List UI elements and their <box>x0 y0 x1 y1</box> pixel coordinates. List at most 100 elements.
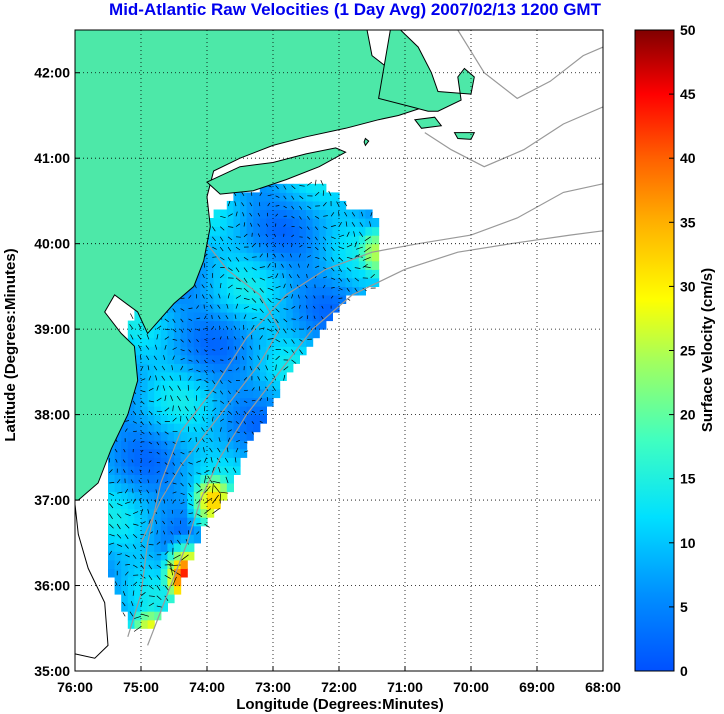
velocity-arrow <box>299 244 303 248</box>
velocity-cell <box>180 559 188 569</box>
velocity-arrow <box>283 318 288 323</box>
velocity-arrow <box>274 233 276 237</box>
velocity-arrow <box>211 325 215 330</box>
velocity-arrow <box>180 451 185 455</box>
velocity-cell <box>233 209 241 219</box>
velocity-cell <box>279 303 287 313</box>
velocity-cell <box>279 260 287 270</box>
cape-cod <box>378 30 475 112</box>
velocity-arrow <box>259 192 263 196</box>
velocity-cell <box>187 465 195 475</box>
velocity-cell <box>154 440 162 450</box>
velocity-cell <box>259 363 267 373</box>
velocity-cell <box>240 448 248 458</box>
velocity-cell <box>273 192 281 202</box>
velocity-cell <box>147 363 155 373</box>
velocity-arrow <box>243 421 246 425</box>
velocity-cell <box>193 465 201 475</box>
velocity-arrow <box>361 211 364 217</box>
velocity-cell <box>200 483 208 493</box>
velocity-arrow <box>243 441 248 444</box>
velocity-cell <box>127 508 135 518</box>
velocity-cell <box>233 218 241 228</box>
velocity-cell <box>134 508 142 518</box>
velocity-arrow <box>243 377 248 381</box>
x-tick-label: 76:00 <box>57 679 93 695</box>
velocity-cell <box>200 406 208 416</box>
velocity-cell <box>154 508 162 518</box>
velocity-arrow <box>363 266 371 268</box>
velocity-arrow <box>188 462 193 465</box>
velocity-cell <box>141 602 149 612</box>
velocity-arrow <box>219 427 222 432</box>
velocity-cell <box>193 363 201 373</box>
velocity-arrow <box>235 400 239 405</box>
velocity-cell <box>187 363 195 373</box>
velocity-cell <box>200 440 208 450</box>
velocity-arrow <box>202 273 205 279</box>
velocity-arrow <box>154 344 158 350</box>
velocity-cell <box>174 329 182 339</box>
velocity-cell <box>174 320 182 330</box>
velocity-cell <box>246 423 254 433</box>
velocity-arrow <box>188 482 192 488</box>
velocity-cell <box>319 320 327 330</box>
velocity-cell <box>213 286 221 296</box>
velocity-cell <box>253 312 261 322</box>
velocity-cell <box>253 380 261 390</box>
velocity-cell <box>127 448 135 458</box>
velocity-arrow <box>243 306 249 309</box>
velocity-arrow <box>203 447 205 453</box>
velocity-arrow <box>274 263 276 268</box>
velocity-cell <box>286 183 294 193</box>
velocity-cell <box>167 320 175 330</box>
velocity-cell <box>325 312 333 322</box>
velocity-arrow <box>307 226 310 230</box>
velocity-arrow <box>267 263 271 268</box>
velocity-cell <box>226 406 234 416</box>
velocity-arrow <box>235 267 240 273</box>
velocity-arrow <box>122 601 126 607</box>
velocity-arrow <box>131 459 134 463</box>
velocity-arrow <box>125 554 130 558</box>
velocity-arrow <box>162 385 166 391</box>
velocity-cell <box>141 577 149 587</box>
velocity-cell <box>207 260 215 270</box>
velocity-cell <box>207 269 215 279</box>
velocity-arrow <box>188 492 192 498</box>
velocity-cell <box>292 192 300 202</box>
velocity-arrow <box>153 365 158 371</box>
velocity-arrow <box>314 191 320 197</box>
velocity-cell <box>200 260 208 270</box>
colorbar-tick-label: 20 <box>680 407 696 423</box>
velocity-cell <box>187 474 195 484</box>
velocity-cell <box>141 551 149 561</box>
velocity-cell <box>233 269 241 279</box>
velocity-arrow <box>146 489 150 494</box>
velocity-cell <box>319 286 327 296</box>
velocity-arrow <box>140 431 145 434</box>
velocity-cell <box>339 209 347 219</box>
velocity-cell <box>147 457 155 467</box>
velocity-cell <box>339 200 347 210</box>
velocity-cell <box>226 312 234 322</box>
velocity-arrow <box>123 469 126 473</box>
velocity-arrow <box>204 339 208 341</box>
velocity-cell <box>108 508 116 518</box>
velocity-cell <box>226 457 234 467</box>
velocity-cell <box>292 252 300 262</box>
velocity-arrow <box>161 375 166 381</box>
velocity-cell <box>200 363 208 373</box>
velocity-cell <box>365 226 373 236</box>
velocity-arrow <box>235 411 239 415</box>
velocity-cell <box>306 192 314 202</box>
velocity-cell <box>121 577 129 587</box>
velocity-arrow <box>346 287 350 292</box>
velocity-arrow <box>156 334 159 340</box>
velocity-cell <box>226 431 234 441</box>
velocity-arrow <box>291 306 296 309</box>
velocity-cell <box>180 389 188 399</box>
velocity-arrow <box>204 469 210 474</box>
velocity-arrow <box>172 318 176 323</box>
